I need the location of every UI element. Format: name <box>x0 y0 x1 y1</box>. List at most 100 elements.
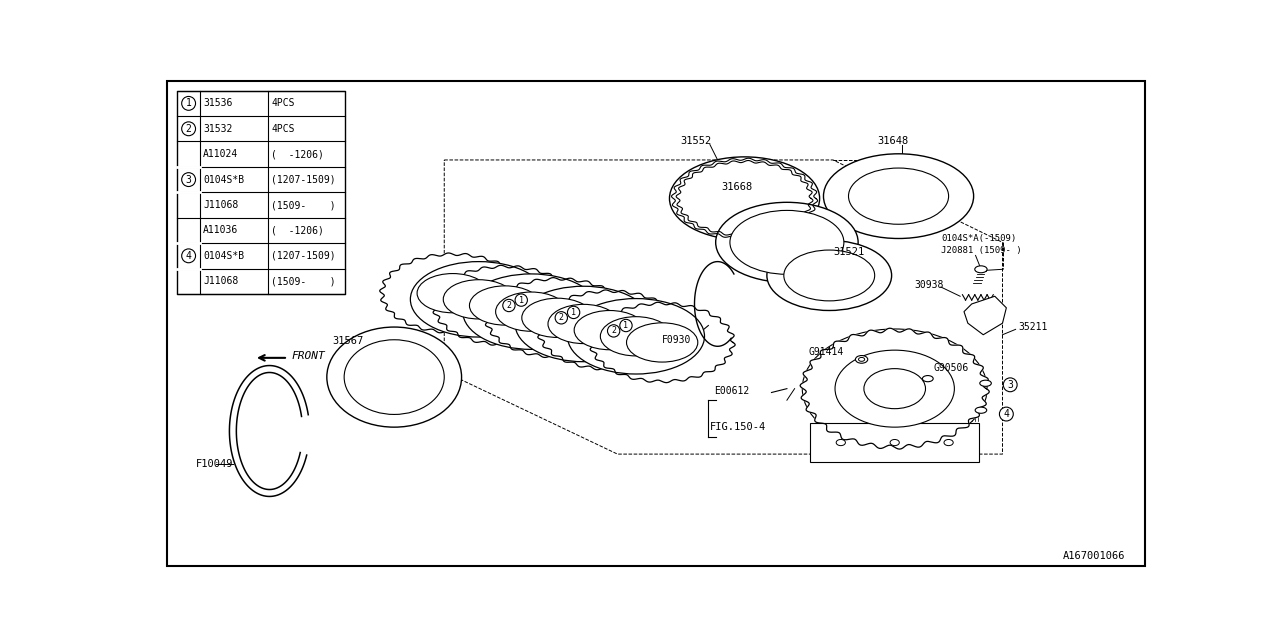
Text: 2: 2 <box>507 301 512 310</box>
Text: 4PCS: 4PCS <box>271 124 294 134</box>
Ellipse shape <box>975 266 987 273</box>
Text: 2: 2 <box>611 326 616 335</box>
Text: A11024: A11024 <box>204 149 238 159</box>
Ellipse shape <box>975 407 987 413</box>
Text: 4PCS: 4PCS <box>271 99 294 108</box>
Ellipse shape <box>515 286 652 362</box>
Text: 31668: 31668 <box>722 182 753 192</box>
Ellipse shape <box>979 380 991 387</box>
Circle shape <box>1004 378 1018 392</box>
Ellipse shape <box>859 358 865 362</box>
Polygon shape <box>536 290 682 371</box>
Ellipse shape <box>669 157 819 240</box>
Ellipse shape <box>835 350 955 427</box>
Text: J11068: J11068 <box>204 200 238 210</box>
Polygon shape <box>589 302 735 383</box>
Text: 4: 4 <box>1004 409 1010 419</box>
Ellipse shape <box>855 356 868 364</box>
Ellipse shape <box>730 211 844 275</box>
Text: (1509-    ): (1509- ) <box>271 200 335 210</box>
Circle shape <box>567 307 580 319</box>
Circle shape <box>620 319 632 332</box>
Ellipse shape <box>626 323 698 362</box>
Text: 31521: 31521 <box>833 247 864 257</box>
Text: J11068: J11068 <box>204 276 238 286</box>
Text: (1509-    ): (1509- ) <box>271 276 335 286</box>
Ellipse shape <box>803 329 987 449</box>
Polygon shape <box>433 266 579 346</box>
Ellipse shape <box>836 440 845 445</box>
Text: G91414: G91414 <box>809 347 844 356</box>
Text: 3: 3 <box>186 175 192 184</box>
Text: 1: 1 <box>623 321 628 330</box>
Text: 0104S*B: 0104S*B <box>204 175 244 184</box>
Circle shape <box>182 97 196 110</box>
Circle shape <box>182 122 196 136</box>
Text: 0104S*A(-1509): 0104S*A(-1509) <box>941 234 1016 243</box>
Text: 30938: 30938 <box>914 280 943 290</box>
Text: A11036: A11036 <box>204 225 238 236</box>
Ellipse shape <box>470 286 540 325</box>
Circle shape <box>608 324 620 337</box>
Ellipse shape <box>463 274 600 349</box>
Ellipse shape <box>522 298 593 337</box>
Text: 1: 1 <box>186 99 192 108</box>
Circle shape <box>503 300 515 312</box>
Ellipse shape <box>575 310 645 349</box>
Text: 2: 2 <box>559 314 563 323</box>
Ellipse shape <box>890 440 900 445</box>
Ellipse shape <box>864 369 925 409</box>
Ellipse shape <box>417 273 489 313</box>
Text: FIG.150-4: FIG.150-4 <box>710 422 767 432</box>
Ellipse shape <box>783 250 874 301</box>
Ellipse shape <box>849 168 948 224</box>
Text: G90506: G90506 <box>933 363 969 373</box>
Text: 31536: 31536 <box>204 99 233 108</box>
Polygon shape <box>810 423 979 462</box>
Text: 1: 1 <box>571 308 576 317</box>
Text: F0930: F0930 <box>662 335 691 345</box>
Text: A167001066: A167001066 <box>1064 551 1125 561</box>
Text: (  -1206): ( -1206) <box>271 149 324 159</box>
Text: E00612: E00612 <box>714 386 749 396</box>
Text: 4: 4 <box>186 251 192 261</box>
Text: 3: 3 <box>1007 380 1014 390</box>
Text: 0104S*B: 0104S*B <box>204 251 244 261</box>
Text: 35211: 35211 <box>1018 322 1047 332</box>
Polygon shape <box>380 253 526 333</box>
Text: 31532: 31532 <box>204 124 233 134</box>
Bar <box>177 91 344 294</box>
Polygon shape <box>484 278 631 358</box>
Circle shape <box>515 294 527 307</box>
Polygon shape <box>964 296 1006 335</box>
Ellipse shape <box>411 262 548 337</box>
Circle shape <box>182 173 196 186</box>
Text: 31567: 31567 <box>333 336 364 346</box>
Ellipse shape <box>943 440 954 445</box>
Ellipse shape <box>716 202 858 282</box>
Text: (1207-1509): (1207-1509) <box>271 251 335 261</box>
Ellipse shape <box>767 241 892 310</box>
Text: 31648: 31648 <box>878 136 909 146</box>
Text: (1207-1509): (1207-1509) <box>271 175 335 184</box>
Text: F10049: F10049 <box>196 459 233 468</box>
Text: J20881 (1509- ): J20881 (1509- ) <box>941 246 1021 255</box>
Text: 31552: 31552 <box>681 136 712 146</box>
Ellipse shape <box>548 305 620 344</box>
Circle shape <box>1000 407 1014 421</box>
Ellipse shape <box>495 292 567 332</box>
Text: 2: 2 <box>186 124 192 134</box>
Ellipse shape <box>326 327 462 427</box>
Circle shape <box>182 249 196 263</box>
Ellipse shape <box>443 280 515 319</box>
Ellipse shape <box>823 154 974 239</box>
Circle shape <box>556 312 567 324</box>
Text: (  -1206): ( -1206) <box>271 225 324 236</box>
Ellipse shape <box>344 340 444 415</box>
Ellipse shape <box>567 298 704 374</box>
Text: 1: 1 <box>518 296 524 305</box>
Polygon shape <box>800 328 989 449</box>
Ellipse shape <box>600 317 672 356</box>
Text: FRONT: FRONT <box>292 351 325 360</box>
Ellipse shape <box>923 376 933 381</box>
